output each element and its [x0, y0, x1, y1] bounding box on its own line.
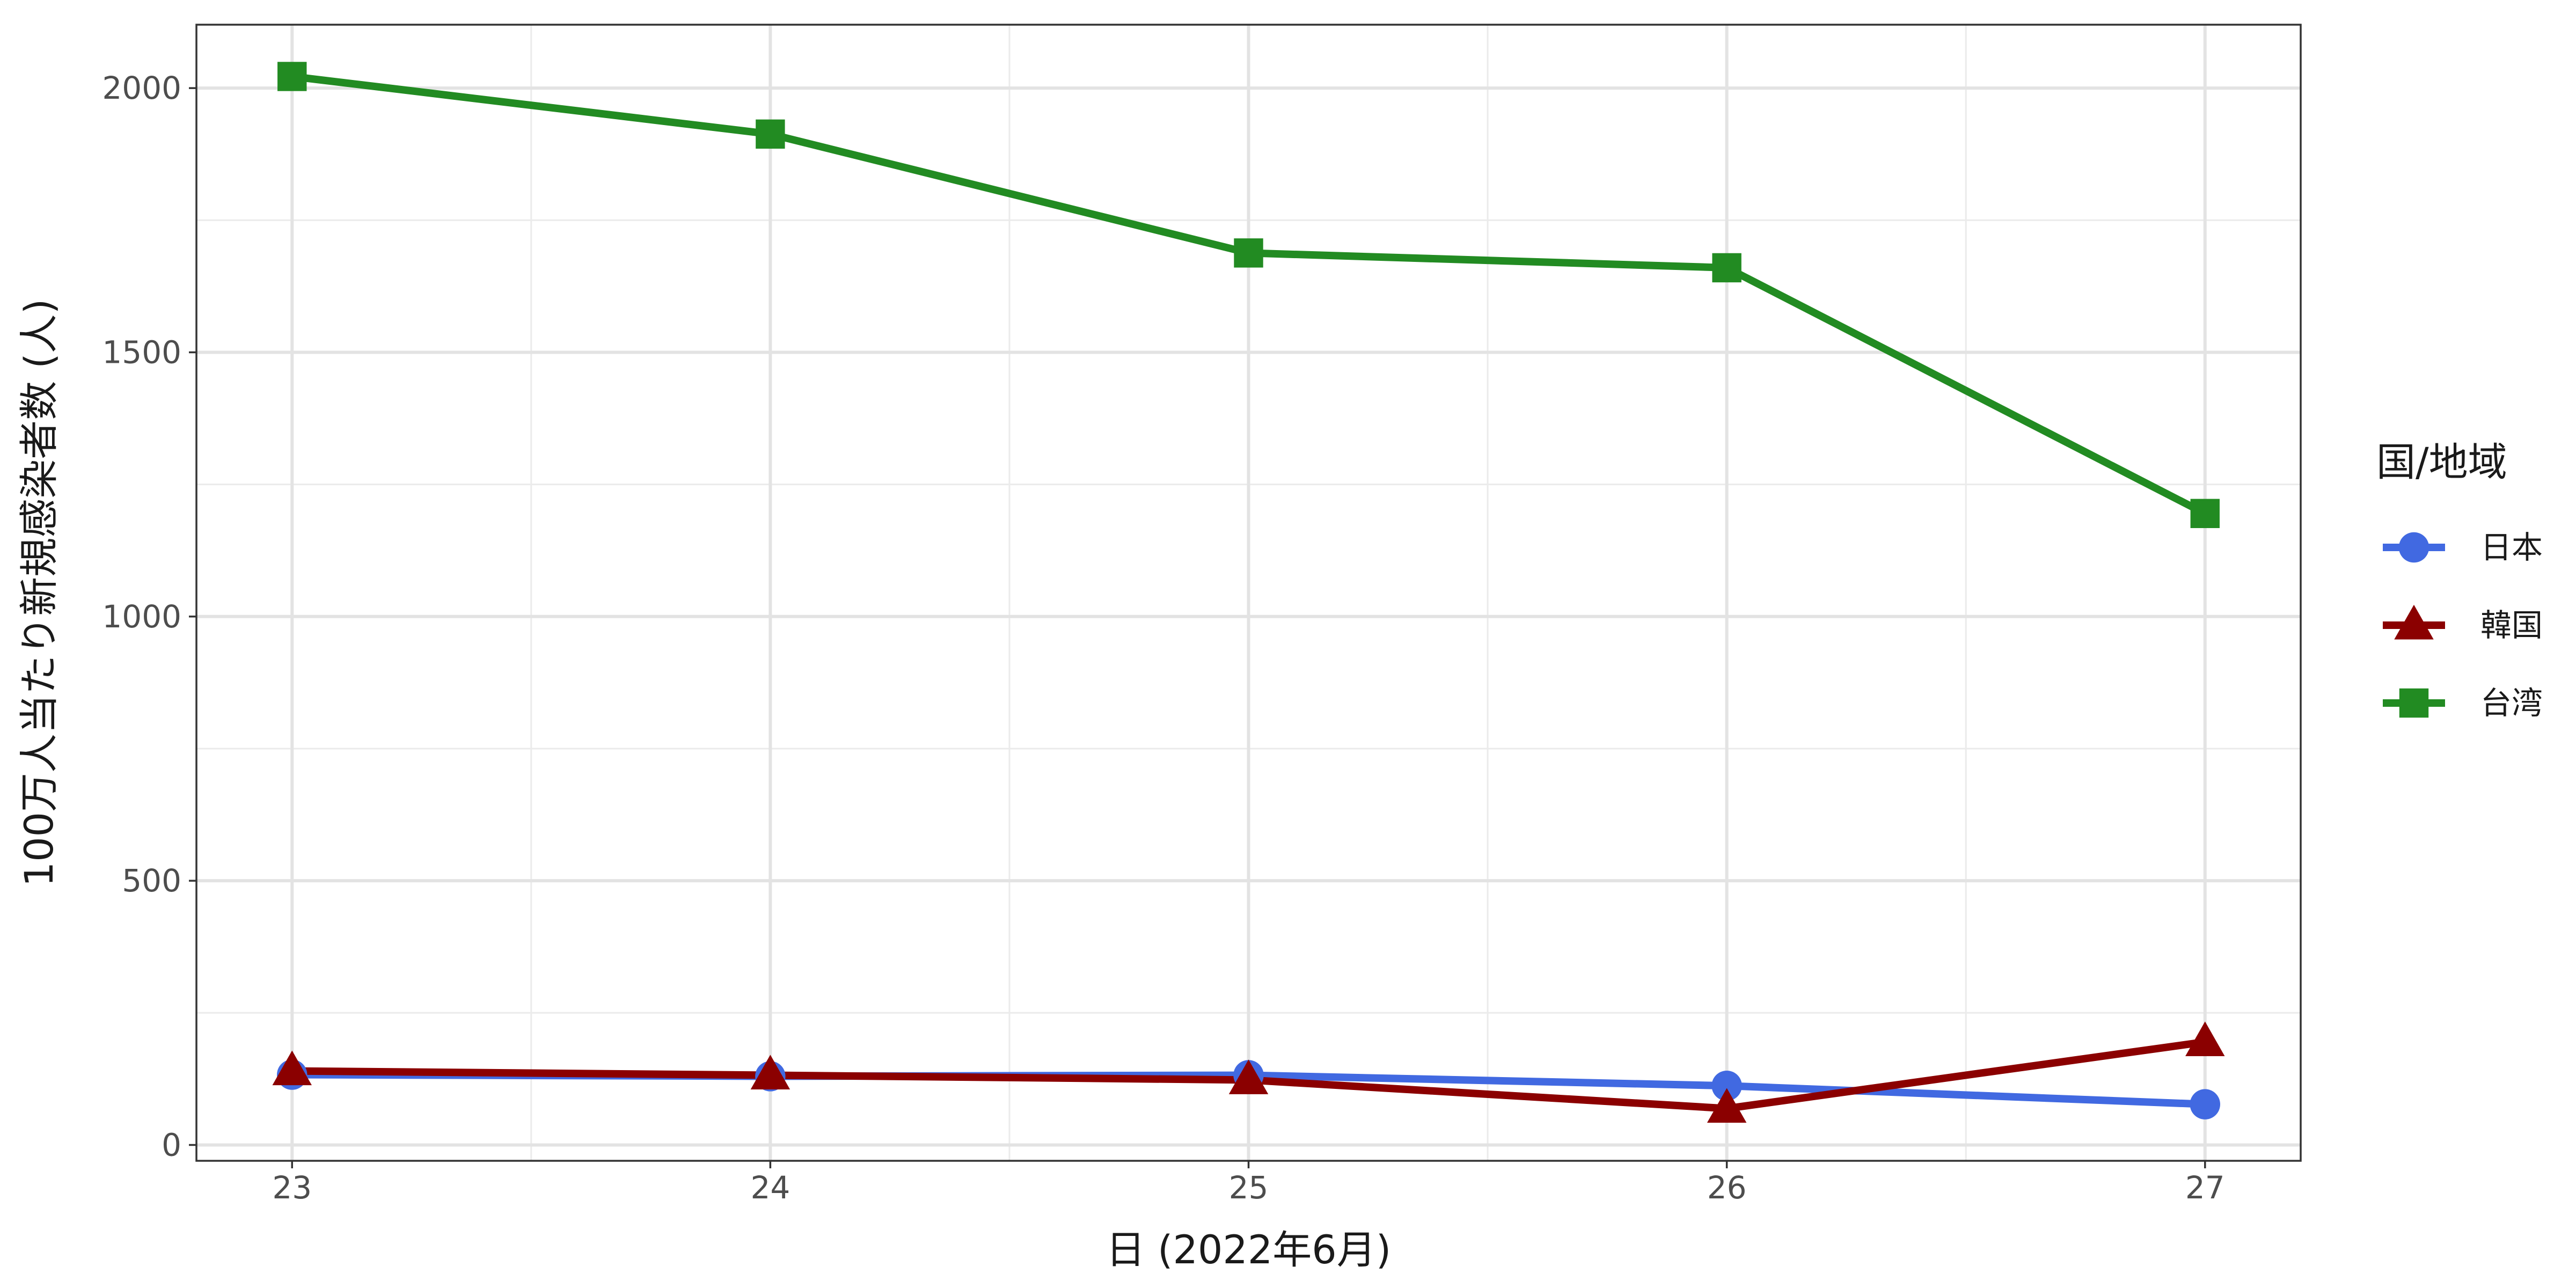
y-axis-title: 100万人当たり新規感染者数 (人)	[17, 299, 62, 887]
data-point-2-3	[1712, 253, 1741, 283]
data-point-1-1	[750, 1055, 791, 1090]
data-point-2-1	[756, 119, 785, 149]
legend-title: 国/地域	[2376, 440, 2507, 485]
y-tick-label: 0	[162, 1126, 181, 1163]
legend-label: 台湾	[2480, 685, 2543, 721]
legend-key-marker	[2399, 688, 2429, 718]
data-point-2-0	[277, 62, 307, 91]
x-tick-label: 26	[1707, 1169, 1747, 1206]
x-tick-label: 25	[1229, 1169, 1269, 1206]
major-gridlines	[196, 25, 2301, 1161]
y-tick-label: 2000	[102, 70, 181, 106]
legend-key-marker	[2394, 604, 2434, 640]
legend-key-marker	[2398, 532, 2429, 563]
x-axis-title: 日 (2022年6月)	[1106, 1227, 1391, 1273]
data-point-2-2	[1234, 238, 1263, 268]
x-tick-label: 24	[750, 1169, 790, 1206]
y-axis-ticks: 0 500 1000 1500 2000	[102, 70, 196, 1163]
data-point-0-3	[1711, 1070, 1742, 1101]
x-tick-label: 23	[272, 1169, 312, 1206]
x-axis-ticks: 23 24 25 26 27	[272, 1161, 2225, 1206]
y-tick-label: 500	[122, 862, 181, 899]
y-tick-label: 1500	[102, 334, 181, 370]
legend-label: 日本	[2480, 529, 2543, 566]
data-point-0-4	[2190, 1089, 2220, 1119]
data-point-1-2	[1228, 1059, 1269, 1094]
series-markers	[272, 62, 2225, 1123]
data-point-1-4	[2185, 1021, 2225, 1056]
data-point-1-3	[1707, 1088, 1747, 1123]
data-point-1-0	[272, 1050, 312, 1086]
data-point-2-4	[2190, 499, 2220, 529]
legend-label: 韓国	[2480, 607, 2543, 643]
x-tick-label: 27	[2185, 1169, 2225, 1206]
y-tick-label: 1000	[102, 598, 181, 635]
